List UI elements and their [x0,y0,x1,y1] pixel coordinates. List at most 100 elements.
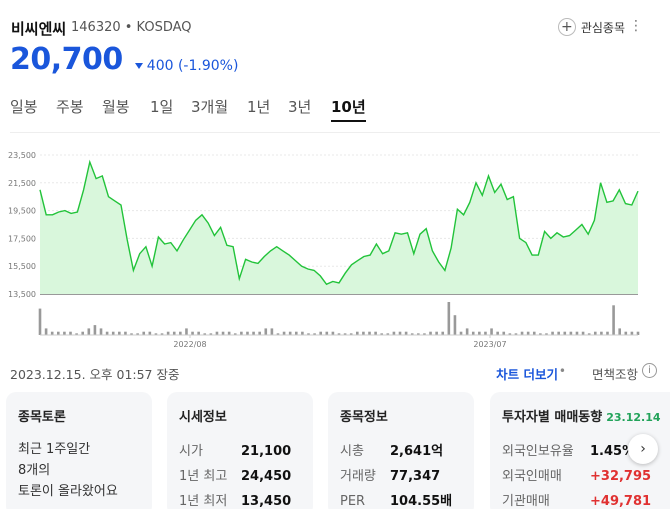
volume-bar [87,328,91,335]
stock-info-value: 2,641억 [390,444,444,459]
next-card-button[interactable]: › [628,434,658,464]
tab-monthly[interactable]: 월봉 [102,98,130,116]
volume-bar [57,331,60,335]
y-tick-label: 23,500 [8,151,36,160]
volume-bar [520,331,524,335]
stock-info-row: 시총 2,641억 [340,439,462,464]
stock-info-row: 거래량 77,347 [340,464,462,489]
volume-bar [618,328,621,335]
tab-1year[interactable]: 1년 [247,98,271,116]
market-row: 시가 21,100 [179,439,301,464]
discussion-title: 종목토론 [18,410,66,425]
volume-bar [118,331,121,335]
price-change: 400 (-1.90%) [134,58,238,74]
investor-row: 외국인매매 +32,795 [502,464,658,489]
market-card[interactable]: 시세정보 시가 21,100 1년 최고 24,450 1년 최저 13,450 [167,392,313,509]
volume-bar [93,325,97,335]
volume-bar [331,331,335,335]
volume-bar [557,331,560,335]
volume-bar [380,333,384,335]
tab-10years[interactable]: 10년 [331,96,366,122]
volume-bar [349,333,353,335]
stock-info-key: PER [340,494,366,509]
chart-more-link[interactable]: 차트 더보기 [496,367,558,382]
chart-footer: 2023.12.15. 오후 01:57 장중 차트 더보기 • 면책조항 i [10,362,660,382]
stock-name: 비씨엔씨 [11,20,67,38]
x-tick-label: 2022/08 [173,340,206,349]
info-icon[interactable]: i [642,363,657,378]
price-chart[interactable]: 23,500 21,500 19,500 17,500 15,500 13,500 2022… [0,140,660,355]
volume-bar [392,331,396,335]
volume-bar [185,328,188,335]
volume-bar [50,331,54,335]
volume-bar [221,331,225,335]
y-tick-label: 21,500 [8,179,36,188]
volume-bar [404,331,408,335]
more-options-icon[interactable]: ⋮ [629,18,643,34]
y-tick-label: 17,500 [8,234,36,243]
investor-title: 투자자별 매매동향 23.12.14 [502,406,661,425]
stock-info-row: PER 104.55배 [340,489,462,509]
volume-bar [624,331,628,335]
discussion-card[interactable]: 종목토론 최근 1주일간 8개의 토론이 올라왔어요 [6,392,152,509]
separator-dot: • [558,364,566,378]
volume-bar [545,333,548,335]
volume-bar [514,333,518,335]
volume-bar [124,331,127,335]
volume-bar [471,331,475,335]
watchlist-button[interactable]: + 관심종목 [557,18,625,36]
market-key: 1년 최저 [179,494,228,509]
tab-3months[interactable]: 3개월 [191,98,229,116]
volume-bar [270,328,274,335]
volume-bar [191,331,194,335]
volume-bar [539,333,542,335]
stock-info-key: 거래량 [340,469,376,484]
volume-bar [490,328,493,335]
investor-key: 기관매매 [502,494,550,509]
volume-bar [600,331,603,335]
investor-value: 1.45% [590,444,636,459]
volume-bar [606,331,609,335]
investor-row: 기관매매 +49,781 [502,489,658,509]
volume-bar [398,331,402,335]
investor-key: 외국인매매 [502,469,562,484]
tab-weekly[interactable]: 주봉 [56,98,84,116]
stock-code: 146320 • KOSDAQ [71,20,192,35]
tab-3years[interactable]: 3년 [288,98,312,116]
tab-1day[interactable]: 1일 [150,98,174,116]
investor-value: +32,795 [590,469,652,484]
volume-bar [612,305,615,335]
volume-bar [343,333,347,335]
discussion-line-1: 최근 1주일간 [18,442,91,457]
volume-bar [154,333,158,335]
volume-bar [288,331,292,335]
volume-bar [410,333,414,335]
tab-daily[interactable]: 일봉 [10,98,38,116]
volume-bar [575,331,579,335]
volume-bar [417,333,420,335]
price-row: 20,700 400 (-1.90%) [10,42,238,77]
stock-header: 비씨엔씨 146320 • KOSDAQ + 관심종목 ⋮ [11,14,659,42]
market-key: 시가 [179,444,203,459]
stock-info-title: 종목정보 [340,410,388,425]
down-arrow-icon [134,63,143,69]
x-tick-label: 2023/07 [473,340,506,349]
volume-bar [478,331,481,335]
volume-bar [166,331,170,335]
chevron-right-icon: › [640,441,646,457]
volume-bar [435,331,438,335]
volume-bar [526,331,530,335]
volume-bar [581,331,585,335]
timestamp: 2023.12.15. 오후 01:57 장중 [10,367,180,382]
volume-bar [563,331,567,335]
disclaimer-link[interactable]: 면책조항 [591,367,638,382]
stock-info-card[interactable]: 종목정보 시총 2,641억 거래량 77,347 PER 104.55배 [328,392,474,509]
stock-info-value: 77,347 [390,469,441,484]
market-row: 1년 최고 24,450 [179,464,301,489]
investor-title-text: 투자자별 매매동향 [502,410,603,425]
volume-bar [484,331,487,335]
volume-bar [246,331,249,335]
volume-bar [294,331,298,335]
investor-card[interactable]: 투자자별 매매동향 23.12.14 외국인보유율 1.45% 외국인매매 +32,7… [490,392,670,509]
discussion-line-3: 토론이 올라왔어요 [18,484,118,499]
